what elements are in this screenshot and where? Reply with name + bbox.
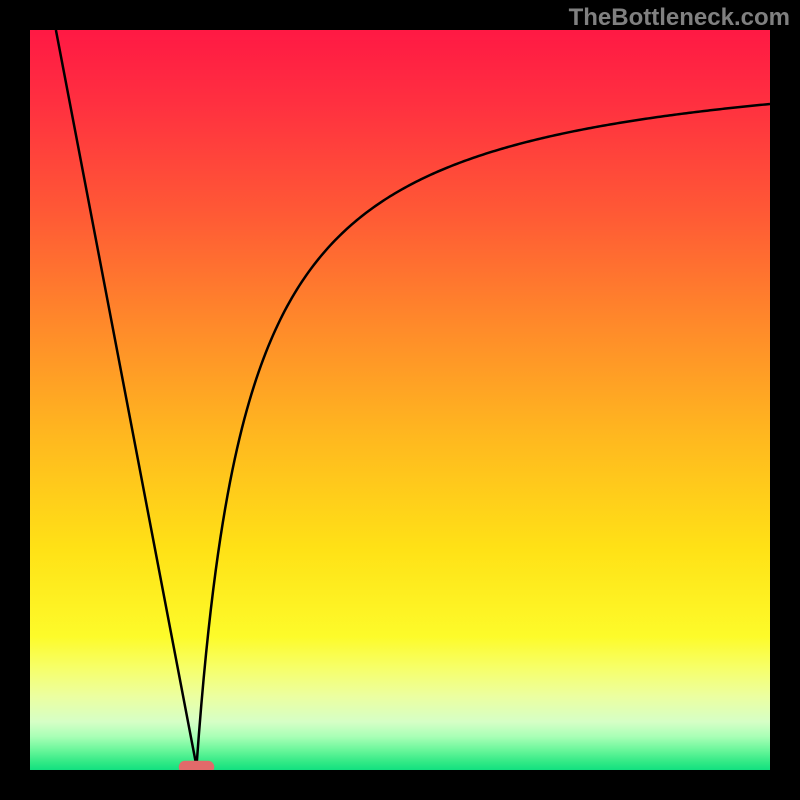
- watermark-text: TheBottleneck.com: [569, 4, 790, 32]
- gradient-background: [30, 30, 770, 770]
- chart-svg: [30, 30, 770, 770]
- chart-container: TheBottleneck.com: [0, 0, 800, 800]
- optimal-marker: [179, 761, 215, 770]
- plot-area: [30, 30, 770, 770]
